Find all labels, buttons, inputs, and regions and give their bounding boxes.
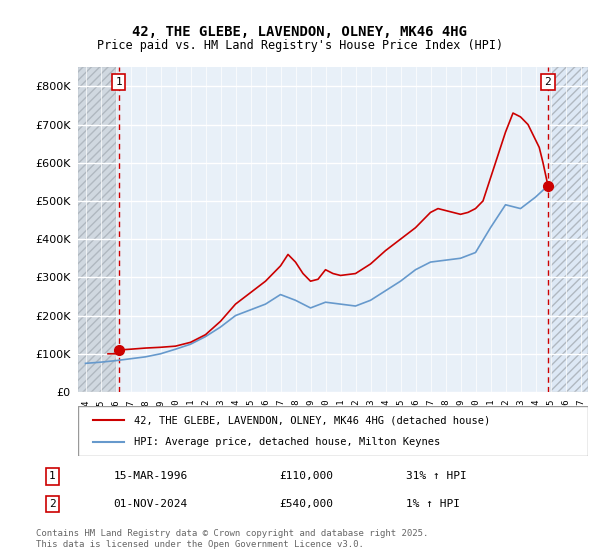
- FancyBboxPatch shape: [78, 406, 588, 456]
- Text: 15-MAR-1996: 15-MAR-1996: [113, 471, 188, 481]
- Text: 2: 2: [49, 499, 56, 509]
- Text: £110,000: £110,000: [279, 471, 333, 481]
- Text: 42, THE GLEBE, LAVENDON, OLNEY, MK46 4HG (detached house): 42, THE GLEBE, LAVENDON, OLNEY, MK46 4HG…: [134, 415, 490, 425]
- Bar: [78, 67, 115, 392]
- Text: 2: 2: [545, 77, 551, 87]
- Text: 1% ↑ HPI: 1% ↑ HPI: [406, 499, 460, 509]
- Text: 42, THE GLEBE, LAVENDON, OLNEY, MK46 4HG: 42, THE GLEBE, LAVENDON, OLNEY, MK46 4HG: [133, 25, 467, 39]
- Text: Price paid vs. HM Land Registry's House Price Index (HPI): Price paid vs. HM Land Registry's House …: [97, 39, 503, 52]
- Text: 01-NOV-2024: 01-NOV-2024: [113, 499, 188, 509]
- Bar: [78, 67, 115, 392]
- Text: £540,000: £540,000: [279, 499, 333, 509]
- Bar: [551, 67, 588, 392]
- Text: 1: 1: [115, 77, 122, 87]
- Text: HPI: Average price, detached house, Milton Keynes: HPI: Average price, detached house, Milt…: [134, 437, 440, 447]
- Text: 31% ↑ HPI: 31% ↑ HPI: [406, 471, 467, 481]
- Text: Contains HM Land Registry data © Crown copyright and database right 2025.
This d: Contains HM Land Registry data © Crown c…: [36, 529, 428, 549]
- Text: 1: 1: [49, 471, 56, 481]
- Bar: [551, 67, 588, 392]
